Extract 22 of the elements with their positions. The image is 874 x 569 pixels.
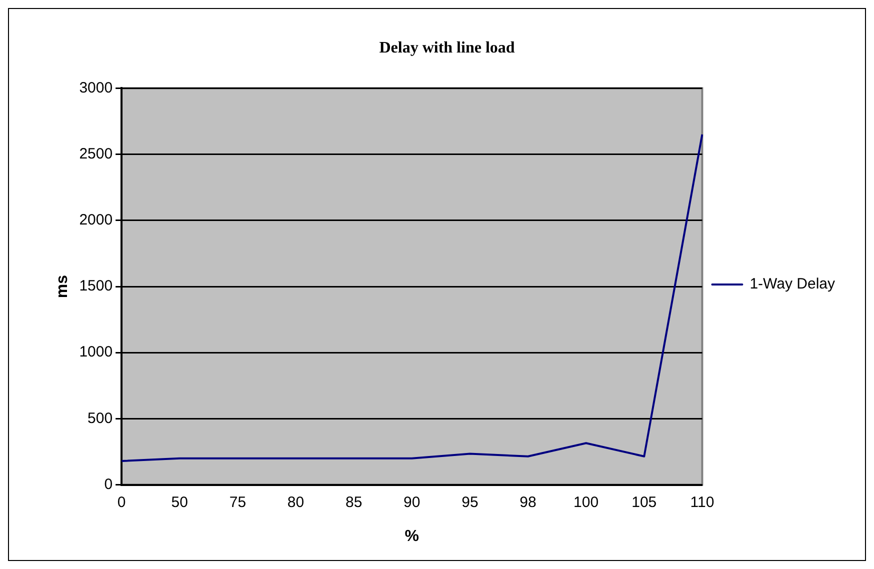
x-tick-label: 98 — [520, 494, 536, 511]
legend-label: 1-Way Delay — [750, 276, 836, 293]
x-tick-label: 50 — [171, 494, 188, 511]
x-axis-title: % — [404, 528, 420, 545]
x-tick-label: 100 — [574, 494, 599, 511]
y-tick-label: 1500 — [79, 278, 113, 295]
x-tick-label: 85 — [345, 494, 362, 511]
x-tick-label: 110 — [690, 494, 714, 511]
y-tick-label: 2000 — [79, 212, 113, 229]
x-tick-label: 0 — [117, 494, 126, 511]
x-tick-label: 80 — [287, 494, 304, 511]
y-tick-label: 0 — [104, 476, 113, 493]
y-tick-label: 3000 — [79, 79, 113, 96]
y-tick-label: 500 — [88, 410, 113, 427]
y-tick-label: 2500 — [79, 145, 113, 162]
x-tick-label: 95 — [462, 494, 478, 511]
x-tick-label: 90 — [404, 494, 420, 511]
x-tick-label: 75 — [229, 494, 246, 511]
x-tick-label: 105 — [632, 494, 657, 511]
y-tick-label: 1000 — [79, 344, 113, 361]
chart-title: Delay with line load — [379, 40, 515, 57]
y-axis-title: ms — [54, 274, 72, 298]
